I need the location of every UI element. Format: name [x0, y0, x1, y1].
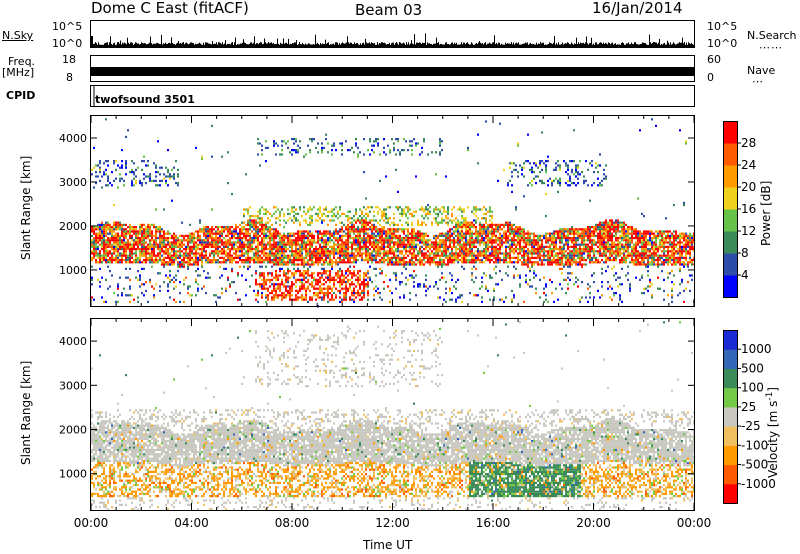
colorbar-tick-label: -1000	[741, 477, 776, 491]
colorbar-tick-label: 16	[741, 202, 756, 216]
nsearch-label: N.Search	[747, 29, 797, 42]
colorbar-tick-label: -100	[741, 438, 768, 452]
ytick-label: 2000	[59, 220, 87, 233]
beam-label: Beam 03	[355, 1, 423, 19]
colorbar-swatch	[723, 275, 737, 298]
ytick-label: 1000	[59, 264, 87, 277]
velocity-panel: 1000 2000 3000 4000 00:00 04:00 08:00 12:00 16:0…	[59, 318, 712, 530]
velocity-ylabel: Slant Range [km]	[19, 361, 33, 465]
colorbar-tick-label: 25	[741, 400, 756, 414]
power-colorbar: 4 8 12 16 20 24 28	[723, 121, 756, 298]
colorbar-tick-label: 4	[741, 268, 749, 282]
colorbar-tick-label: -500	[741, 458, 768, 472]
xtick-label: 00:00	[74, 516, 109, 530]
station-title: Dome C East (fitACF)	[91, 0, 249, 17]
power-panel: 1000 2000 3000 4000	[59, 115, 695, 308]
colorbar-swatch	[723, 426, 737, 446]
colorbar-tick-label: 8	[741, 246, 749, 260]
colorbar-tick-label: 12	[741, 224, 756, 238]
colorbar-swatch	[723, 387, 737, 408]
power-ylabel: Slant Range [km]	[19, 156, 33, 260]
colorbar-tick-label: 1000	[741, 342, 772, 356]
nsky-tick-bottom: 10^0	[52, 37, 83, 50]
velocity-colorbar-label: Velocity [m s-1]	[765, 387, 780, 478]
colorbar-swatch	[723, 165, 737, 188]
xtick-label: 20:00	[576, 516, 611, 530]
xtick-label: 08:00	[275, 516, 310, 530]
colorbar-tick-label: 500	[741, 361, 764, 375]
ytick-label: 4000	[59, 335, 87, 348]
nsky-label: N.Sky	[2, 29, 34, 42]
freq-strip	[90, 55, 695, 82]
colorbar-swatch	[723, 406, 737, 427]
colorbar-swatch	[723, 231, 737, 254]
colorbar-swatch	[723, 445, 737, 466]
velocity-colorbar: 1000 500 100 25 -25 -100 -500 -1000	[723, 330, 776, 504]
ytick-label: 2000	[59, 424, 87, 437]
power-colorbar-label: Power [dB]	[759, 181, 773, 246]
xtick-label: 16:00	[476, 516, 511, 530]
nave-label: Nave	[747, 64, 776, 77]
colorbar-tick-label: 24	[741, 158, 756, 172]
nsearch-tick-top: 10^5	[707, 20, 738, 33]
colorbar-swatch	[723, 209, 737, 232]
nsearch-tick-bottom: 10^0	[707, 37, 738, 50]
xtick-label: 00:00	[677, 516, 712, 530]
freq-tick-bottom: 8	[66, 71, 73, 84]
date-label: 16/Jan/2014	[592, 0, 683, 17]
colorbar-tick-label: -25	[741, 419, 761, 433]
colorbar-swatch	[723, 368, 737, 389]
colorbar-tick-label: 28	[741, 136, 756, 150]
time-xlabel: Time UT	[362, 538, 413, 552]
freq-band	[91, 67, 694, 76]
xtick-label: 04:00	[174, 516, 209, 530]
cpid-value: twofsound 3501	[95, 93, 195, 106]
cpid-strip	[90, 85, 695, 107]
ytick-label: 3000	[59, 176, 87, 189]
colorbar-swatch	[723, 253, 737, 276]
colorbar-swatch	[723, 464, 737, 485]
freq-label: Freq.	[8, 55, 36, 68]
colorbar-swatch	[723, 483, 737, 504]
freq-tick-top: 18	[62, 53, 76, 66]
cpid-label: CPID	[6, 89, 36, 102]
colorbar-swatch	[723, 187, 737, 210]
freq-unit: [MHz]	[2, 66, 35, 79]
nsky-tick-top: 10^5	[52, 20, 83, 33]
colorbar-swatch	[723, 121, 737, 144]
xtick-label: 12:00	[375, 516, 410, 530]
ytick-label: 4000	[59, 132, 87, 145]
nave-tick-top: 60	[707, 53, 721, 66]
ytick-label: 1000	[59, 468, 87, 481]
colorbar-swatch	[723, 349, 737, 369]
colorbar-tick-label: 100	[741, 381, 764, 395]
ytick-label: 3000	[59, 379, 87, 392]
colorbar-tick-label: 20	[741, 180, 756, 194]
nave-tick-bottom: 0	[707, 71, 714, 84]
colorbar-swatch	[723, 330, 737, 350]
nsky-strip	[90, 20, 695, 48]
colorbar-swatch	[723, 143, 737, 166]
